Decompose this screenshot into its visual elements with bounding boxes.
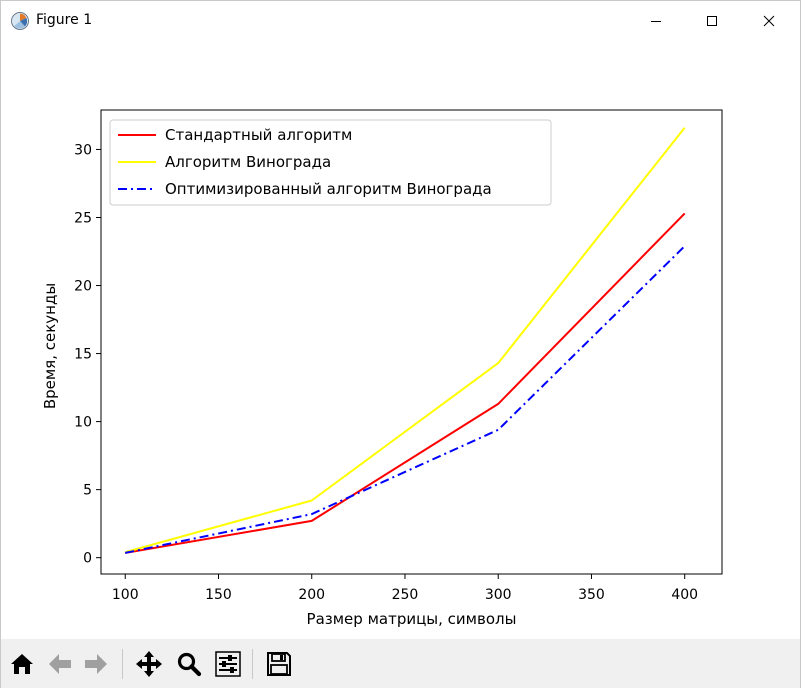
x-tick-label: 150 xyxy=(205,587,232,603)
close-button[interactable] xyxy=(746,1,791,41)
zoom-icon xyxy=(177,652,202,677)
forward-icon xyxy=(85,654,107,674)
axes-frame xyxy=(100,109,723,575)
back-button[interactable] xyxy=(44,648,76,680)
x-tick-label: 250 xyxy=(392,587,419,603)
x-tick-label: 100 xyxy=(112,587,139,603)
legend-label: Стандартный алгоритм xyxy=(165,126,352,144)
maximize-button[interactable] xyxy=(689,1,734,41)
y-tick-label: 30 xyxy=(74,142,92,158)
y-tick-label: 20 xyxy=(74,279,92,295)
configure-subplots-button[interactable] xyxy=(212,648,244,680)
y-tick-label: 25 xyxy=(74,210,92,226)
x-tick-label: 200 xyxy=(298,587,325,603)
y-tick-label: 10 xyxy=(74,415,92,431)
window-title: Figure 1 xyxy=(36,12,93,28)
series-line-1 xyxy=(125,212,686,554)
home-button[interactable] xyxy=(6,648,38,680)
save-icon xyxy=(267,652,291,676)
app-icon xyxy=(11,12,29,30)
x-tick-label: 300 xyxy=(485,587,512,603)
y-tick-label: 0 xyxy=(83,551,92,567)
series-line-2 xyxy=(124,127,686,554)
y-tick-label: 5 xyxy=(83,483,92,499)
pan-button[interactable] xyxy=(133,648,165,680)
x-axis-label: Размер матрицы, символы xyxy=(307,610,517,628)
legend: Стандартный алгоритм Алгоритм Винограда Оп… xyxy=(109,119,552,206)
toolbar-separator xyxy=(252,649,253,679)
y-axis-label: Время, секунды xyxy=(41,283,59,409)
navigation-toolbar xyxy=(1,639,800,688)
configure-subplots-icon xyxy=(215,651,241,677)
minimize-icon xyxy=(650,21,661,22)
home-icon xyxy=(11,654,33,674)
x-tick-label: 350 xyxy=(578,587,605,603)
line-chart: 100 150 200 250 300 350 400 0 5 10 15 20 25 30 Разме… xyxy=(41,109,723,628)
figure-canvas[interactable]: 100 150 200 250 300 350 400 0 5 10 15 20 25 30 Разме… xyxy=(1,41,800,639)
x-tick-label: 400 xyxy=(671,587,698,603)
plot-lines xyxy=(124,127,686,554)
maximize-icon xyxy=(706,16,717,26)
back-icon xyxy=(49,654,71,674)
legend-label: Оптимизированный алгоритм Винограда xyxy=(165,180,492,198)
legend-box xyxy=(109,119,552,206)
pan-icon xyxy=(136,651,162,677)
x-axis-ticks: 100 150 200 250 300 350 400 xyxy=(112,574,698,603)
legend-label: Алгоритм Винограда xyxy=(165,153,331,171)
y-tick-label: 15 xyxy=(74,347,92,363)
zoom-button[interactable] xyxy=(173,648,205,680)
close-icon xyxy=(763,15,774,27)
axes-spines xyxy=(100,109,723,575)
title-bar: Figure 1 xyxy=(1,1,800,41)
forward-button[interactable] xyxy=(80,648,112,680)
save-button[interactable] xyxy=(263,648,295,680)
minimize-button[interactable] xyxy=(633,1,678,41)
y-axis-ticks: 0 5 10 15 20 25 30 xyxy=(74,142,101,567)
series-line-3 xyxy=(124,245,686,554)
toolbar-separator xyxy=(122,649,123,679)
